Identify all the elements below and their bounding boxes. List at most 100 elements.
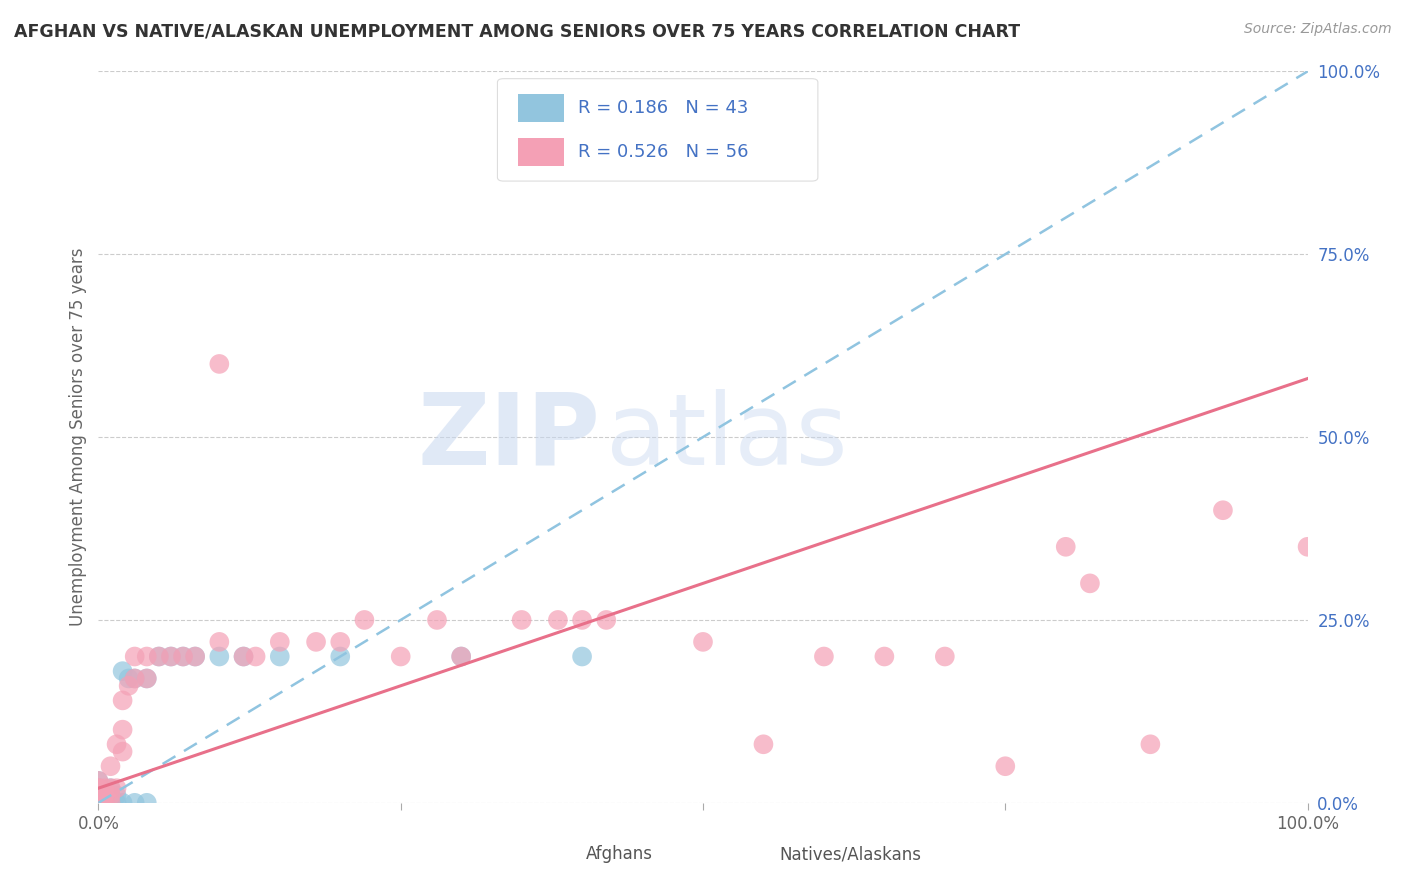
Point — [305, 635, 328, 649]
Point — [87, 796, 110, 810]
Point — [87, 796, 110, 810]
Point — [160, 649, 183, 664]
Point — [994, 759, 1017, 773]
Point — [571, 649, 593, 664]
Point — [100, 781, 122, 796]
Point — [184, 649, 207, 664]
Point — [87, 789, 110, 803]
Text: R = 0.186   N = 43: R = 0.186 N = 43 — [578, 99, 749, 117]
Point — [87, 781, 110, 796]
Point — [87, 796, 110, 810]
Point — [208, 649, 231, 664]
Point — [87, 796, 110, 810]
Point — [111, 796, 134, 810]
Point — [111, 723, 134, 737]
FancyBboxPatch shape — [498, 78, 818, 181]
Point — [100, 796, 122, 810]
Point — [87, 781, 110, 796]
Point — [1296, 540, 1319, 554]
Point — [93, 781, 115, 796]
Point — [1078, 576, 1101, 591]
Point — [1139, 737, 1161, 751]
Bar — [740, 845, 769, 863]
Point — [87, 796, 110, 810]
Point — [93, 796, 115, 810]
Point — [692, 635, 714, 649]
Point — [87, 781, 110, 796]
Point — [87, 796, 110, 810]
Point — [172, 649, 194, 664]
Point — [87, 796, 110, 810]
Bar — [546, 845, 576, 863]
Text: atlas: atlas — [606, 389, 848, 485]
Point — [124, 649, 146, 664]
Point — [135, 796, 157, 810]
Point — [934, 649, 956, 664]
Point — [87, 796, 110, 810]
Point — [1054, 540, 1077, 554]
Point — [87, 796, 110, 810]
Point — [87, 773, 110, 788]
Point — [135, 649, 157, 664]
Point — [269, 649, 291, 664]
Point — [87, 773, 110, 788]
Point — [353, 613, 375, 627]
Point — [100, 781, 122, 796]
Point — [105, 737, 128, 751]
Point — [111, 664, 134, 678]
Point — [87, 796, 110, 810]
Point — [87, 796, 110, 810]
Point — [450, 649, 472, 664]
Bar — [517, 138, 564, 166]
Point — [87, 789, 110, 803]
Point — [105, 789, 128, 803]
Point — [100, 789, 122, 803]
Point — [111, 745, 134, 759]
Point — [184, 649, 207, 664]
Point — [100, 796, 122, 810]
Point — [208, 357, 231, 371]
Point — [571, 613, 593, 627]
Point — [124, 796, 146, 810]
Point — [124, 672, 146, 686]
Point — [111, 693, 134, 707]
Text: Natives/Alaskans: Natives/Alaskans — [779, 845, 921, 863]
Point — [752, 737, 775, 751]
Point — [547, 613, 569, 627]
Point — [100, 796, 122, 810]
Point — [245, 649, 267, 664]
Point — [389, 649, 412, 664]
Bar — [517, 94, 564, 122]
Point — [87, 796, 110, 810]
Point — [100, 789, 122, 803]
Point — [93, 789, 115, 803]
Point — [269, 635, 291, 649]
Point — [329, 649, 352, 664]
Text: Afghans: Afghans — [586, 845, 652, 863]
Point — [105, 781, 128, 796]
Text: Source: ZipAtlas.com: Source: ZipAtlas.com — [1244, 22, 1392, 37]
Point — [510, 613, 533, 627]
Point — [426, 613, 449, 627]
Point — [87, 796, 110, 810]
Point — [450, 649, 472, 664]
Point — [87, 789, 110, 803]
Point — [105, 796, 128, 810]
Point — [87, 796, 110, 810]
Point — [160, 649, 183, 664]
Point — [118, 679, 141, 693]
Y-axis label: Unemployment Among Seniors over 75 years: Unemployment Among Seniors over 75 years — [69, 248, 87, 626]
Point — [148, 649, 170, 664]
Point — [329, 635, 352, 649]
Point — [87, 789, 110, 803]
Point — [135, 672, 157, 686]
Point — [93, 796, 115, 810]
Point — [1212, 503, 1234, 517]
Point — [118, 672, 141, 686]
Point — [232, 649, 254, 664]
Point — [813, 649, 835, 664]
Text: AFGHAN VS NATIVE/ALASKAN UNEMPLOYMENT AMONG SENIORS OVER 75 YEARS CORRELATION CH: AFGHAN VS NATIVE/ALASKAN UNEMPLOYMENT AM… — [14, 22, 1021, 40]
Point — [208, 635, 231, 649]
Point — [87, 796, 110, 810]
Text: ZIP: ZIP — [418, 389, 600, 485]
